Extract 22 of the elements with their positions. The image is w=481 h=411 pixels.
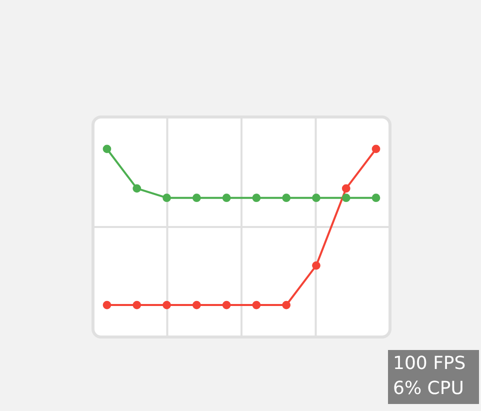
point <box>192 194 201 202</box>
point <box>372 194 380 202</box>
text: 100 FPS <box>393 353 466 374</box>
point <box>132 300 142 310</box>
point <box>252 194 261 202</box>
point <box>222 194 231 202</box>
point <box>312 261 320 270</box>
point <box>342 194 350 202</box>
point <box>102 144 112 154</box>
point <box>282 194 291 202</box>
point <box>282 300 291 310</box>
text: 6% CPU <box>393 378 464 399</box>
point <box>252 300 261 310</box>
point <box>102 300 112 310</box>
point <box>342 184 350 193</box>
point <box>222 300 231 310</box>
point <box>162 300 171 310</box>
point <box>372 144 380 154</box>
point <box>312 194 320 202</box>
point <box>162 194 171 202</box>
point <box>132 184 142 193</box>
point <box>192 300 201 310</box>
